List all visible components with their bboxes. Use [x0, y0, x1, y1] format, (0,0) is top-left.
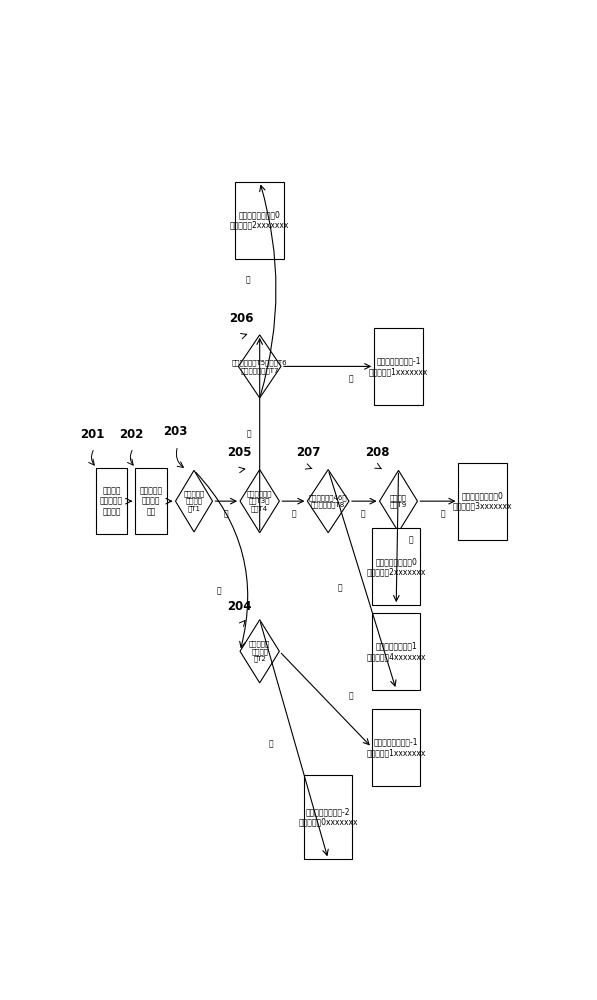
Text: 中期图清晰
度是否小
于T2: 中期图清晰 度是否小 于T2 — [249, 640, 270, 662]
Text: 否: 否 — [245, 275, 250, 284]
Bar — [372, 528, 420, 605]
Bar — [136, 468, 167, 534]
Text: 是: 是 — [224, 509, 229, 518]
Text: 中期图质量分类为0
分数编码为2xxxxxxx: 中期图质量分类为0 分数编码为2xxxxxxx — [230, 210, 290, 230]
Text: 统计出每张
中期图的
特征: 统计出每张 中期图的 特征 — [140, 486, 162, 516]
Text: 204: 204 — [227, 600, 251, 613]
Text: 中期图质量分类为-1
分数编码为1xxxxxxx: 中期图质量分类为-1 分数编码为1xxxxxxx — [369, 357, 428, 376]
Text: 205: 205 — [227, 446, 251, 459]
Text: 是: 是 — [349, 374, 353, 383]
Text: 中期图质量分类为0
分数编码为3xxxxxxx: 中期图质量分类为0 分数编码为3xxxxxxx — [453, 491, 512, 511]
Text: 中期图质量分类为-1
分数编码为1xxxxxxx: 中期图质量分类为-1 分数编码为1xxxxxxx — [367, 738, 426, 757]
Text: 分裂条数小于T5或大于T6
或同源对数小于T7: 分裂条数小于T5或大于T6 或同源对数小于T7 — [232, 359, 288, 374]
Bar — [372, 709, 420, 786]
Bar — [374, 328, 423, 405]
Text: 203: 203 — [164, 425, 187, 438]
Text: 202: 202 — [119, 428, 143, 441]
Text: 否: 否 — [349, 691, 353, 700]
Text: 中期图质量分类为-2
分数编码为0xxxxxxx: 中期图质量分类为-2 分数编码为0xxxxxxx — [298, 807, 358, 827]
Text: 是: 是 — [408, 535, 413, 544]
Polygon shape — [380, 470, 417, 532]
Polygon shape — [307, 470, 349, 533]
Polygon shape — [240, 470, 279, 533]
Polygon shape — [238, 335, 281, 398]
Text: 是: 是 — [291, 509, 296, 518]
Text: 是: 是 — [361, 509, 365, 518]
Text: 否: 否 — [217, 587, 221, 596]
Text: 中期图质量分类为1
分数编码为4xxxxxxx: 中期图质量分类为1 分数编码为4xxxxxxx — [367, 642, 426, 661]
Text: 206: 206 — [229, 312, 254, 325]
Bar — [458, 463, 507, 540]
Text: 中期图清晰
度是否大
于T1: 中期图清晰 度是否大 于T1 — [183, 490, 205, 512]
Text: 同源对数
小于T9: 同源对数 小于T9 — [390, 494, 407, 508]
Bar — [235, 182, 284, 259]
Text: 否: 否 — [247, 430, 251, 439]
Polygon shape — [176, 470, 213, 532]
Text: 分裂条数是否
大于T3且
小于T4: 分裂条数是否 大于T3且 小于T4 — [247, 490, 272, 512]
Text: 否: 否 — [338, 584, 343, 593]
Text: 207: 207 — [296, 446, 320, 459]
Text: 中期图质量分类为0
分数编码为2xxxxxxx: 中期图质量分类为0 分数编码为2xxxxxxx — [367, 557, 426, 576]
Text: 否: 否 — [441, 509, 445, 518]
Text: 201: 201 — [80, 428, 104, 441]
Text: 分割条数等于46且
同源对数大于T8: 分割条数等于46且 同源对数大于T8 — [309, 494, 347, 508]
Bar — [372, 613, 420, 690]
Bar — [304, 774, 352, 859]
Text: 208: 208 — [365, 446, 390, 459]
Polygon shape — [240, 620, 279, 683]
Text: 是: 是 — [269, 739, 273, 748]
Bar — [96, 468, 127, 534]
Text: 输入一个
病例的中期
图数据集: 输入一个 病例的中期 图数据集 — [100, 486, 123, 516]
